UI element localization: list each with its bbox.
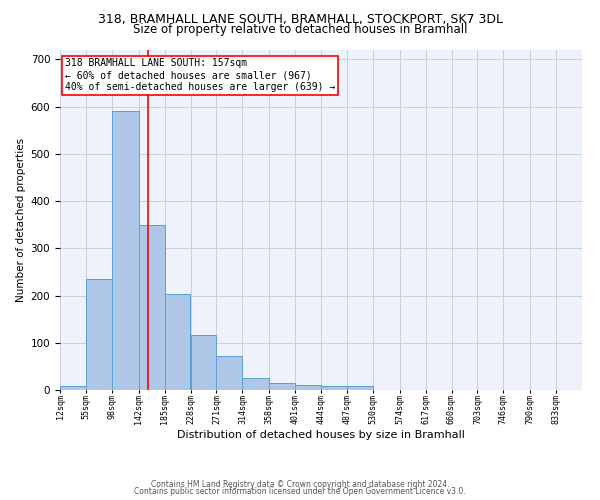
Text: 318, BRAMHALL LANE SOUTH, BRAMHALL, STOCKPORT, SK7 3DL: 318, BRAMHALL LANE SOUTH, BRAMHALL, STOC… (97, 12, 503, 26)
Bar (217, 356, 242, 390)
X-axis label: Distribution of detached houses by size in Bramhall: Distribution of detached houses by size … (177, 430, 465, 440)
Bar (139, 224, 164, 390)
Text: Contains public sector information licensed under the Open Government Licence v3: Contains public sector information licen… (134, 487, 466, 496)
Text: 318 BRAMHALL LANE SOUTH: 157sqm
← 60% of detached houses are smaller (967)
40% o: 318 BRAMHALL LANE SOUTH: 157sqm ← 60% of… (65, 58, 335, 92)
Bar (295, 386, 321, 390)
Bar (164, 294, 190, 390)
Text: Contains HM Land Registry data © Crown copyright and database right 2024.: Contains HM Land Registry data © Crown c… (151, 480, 449, 489)
Bar (191, 335, 217, 390)
Bar (321, 386, 347, 390)
Y-axis label: Number of detached properties: Number of detached properties (16, 138, 26, 302)
Bar (112, 112, 139, 390)
Bar (269, 383, 295, 390)
Bar (242, 378, 269, 390)
Text: Size of property relative to detached houses in Bramhall: Size of property relative to detached ho… (133, 24, 467, 36)
Bar (60, 386, 86, 390)
Bar (86, 279, 112, 390)
Bar (347, 386, 373, 390)
